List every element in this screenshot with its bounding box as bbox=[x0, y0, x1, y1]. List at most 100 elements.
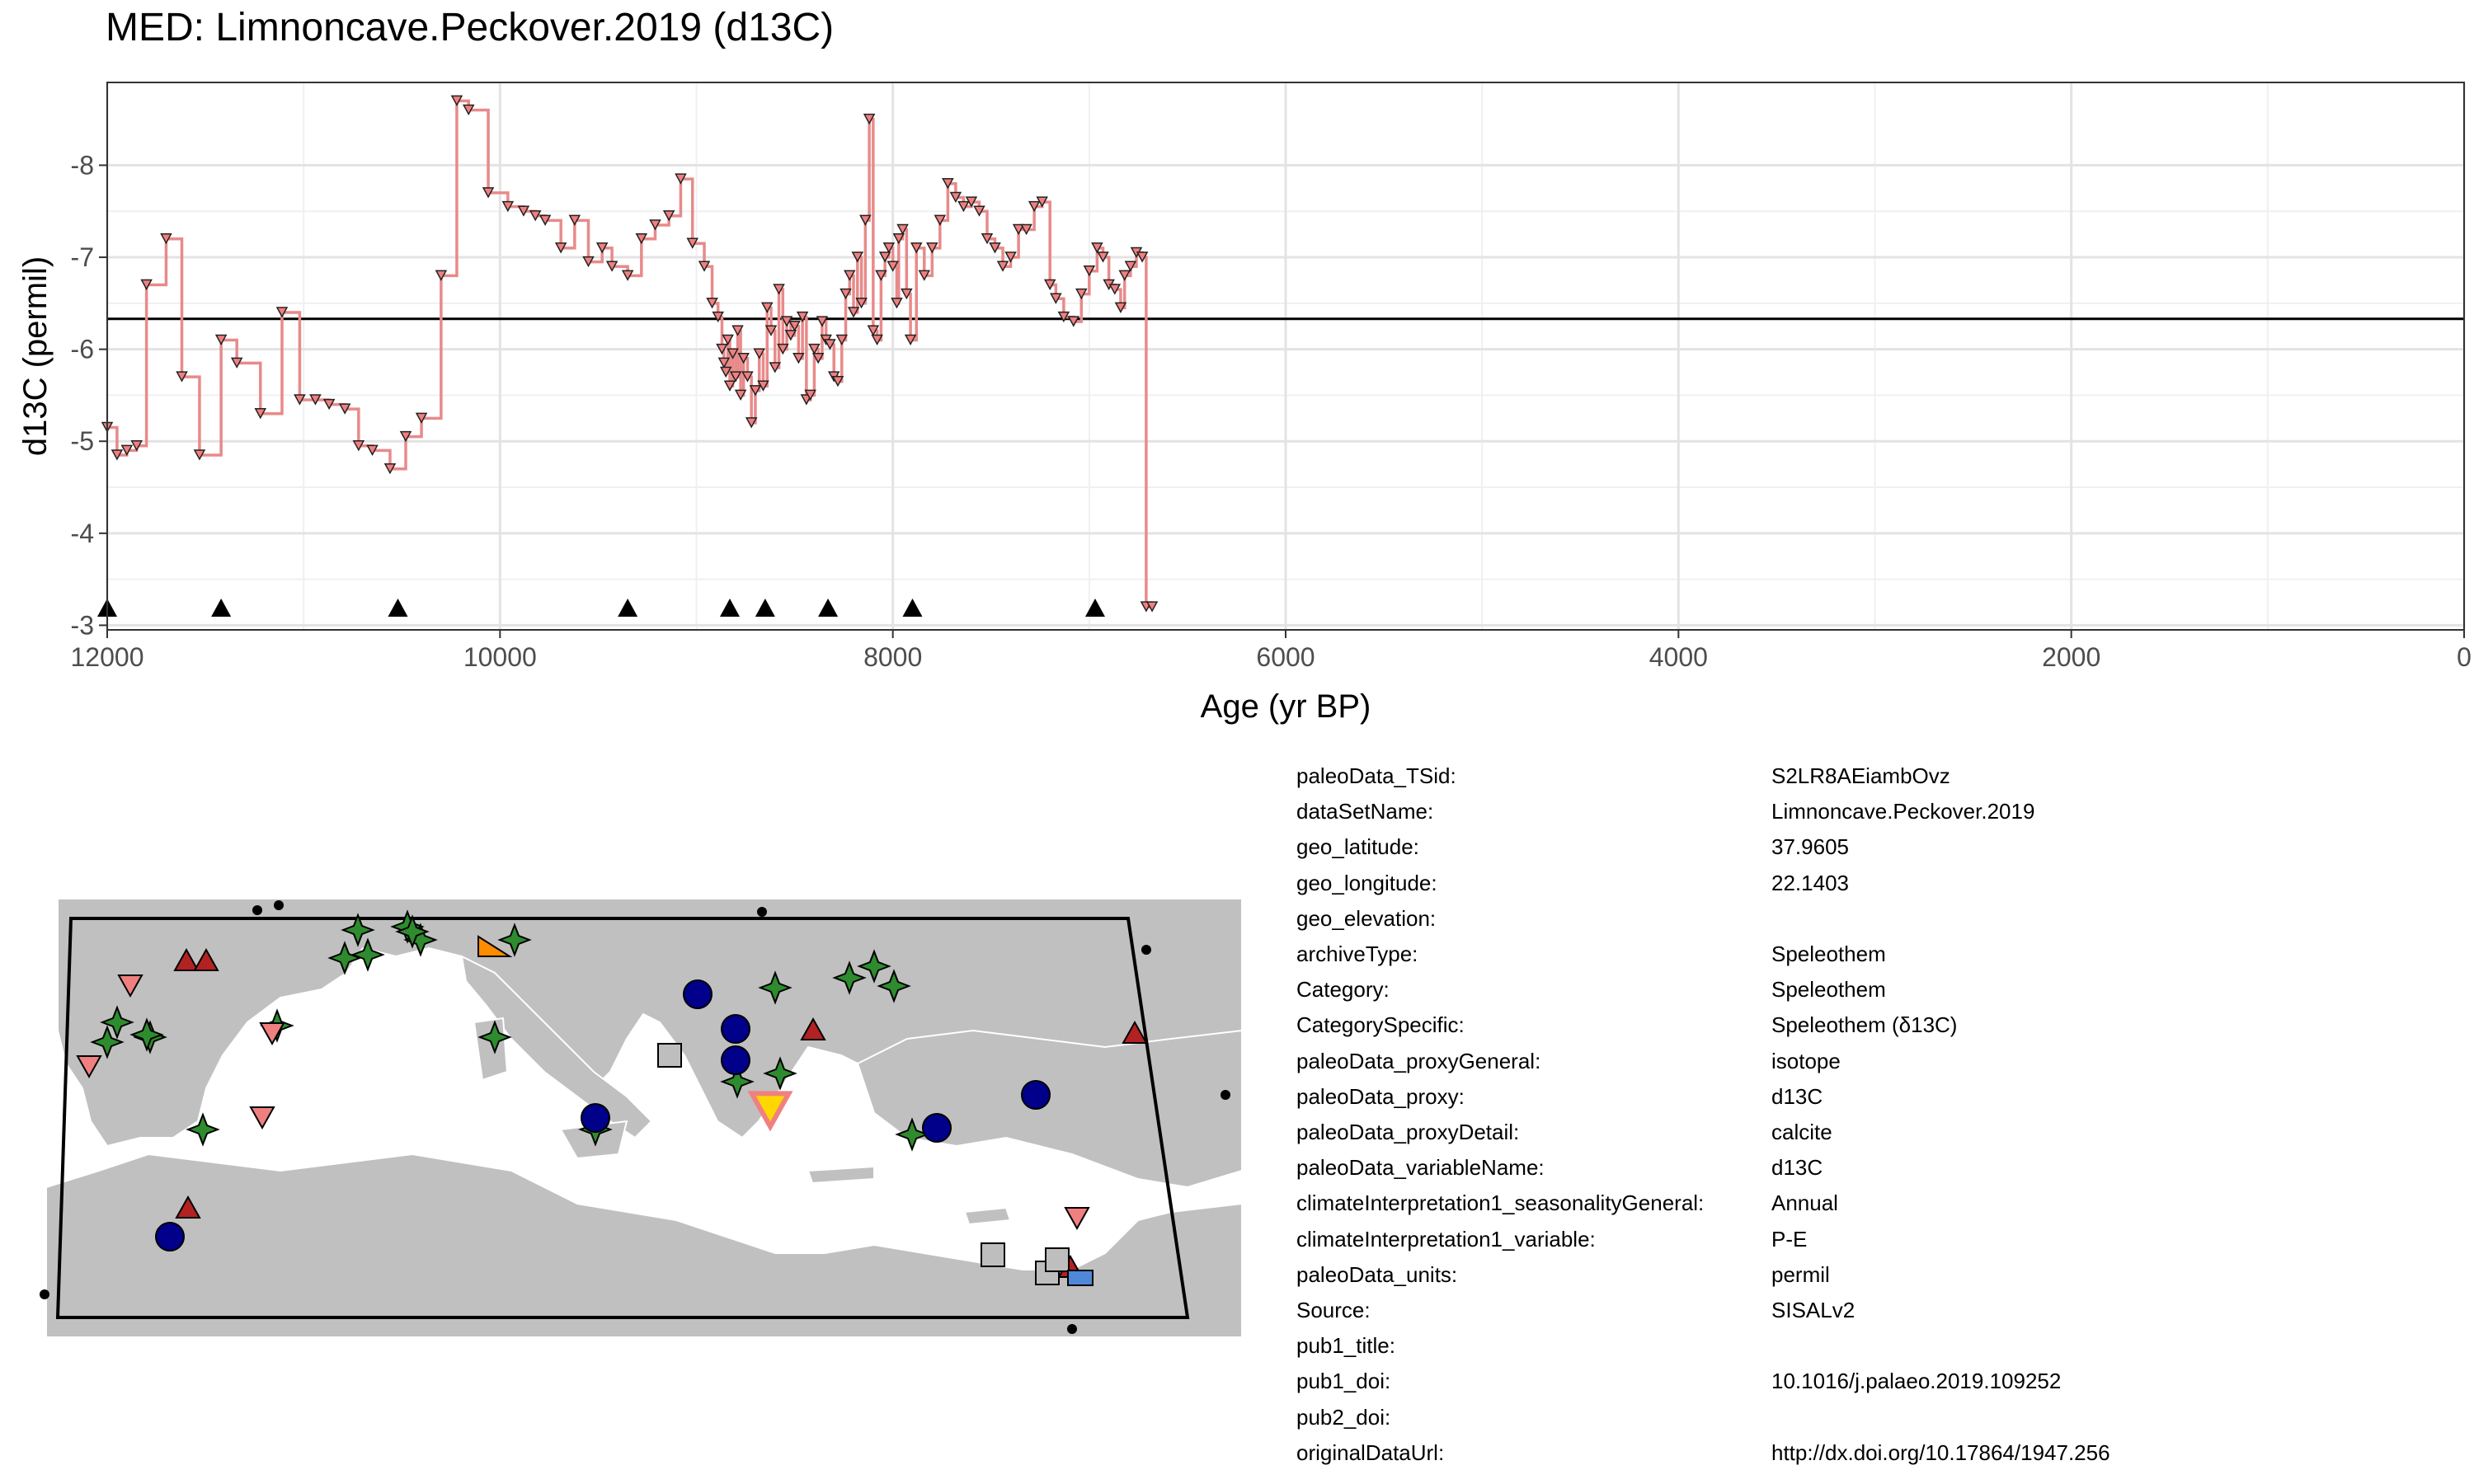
data-point bbox=[230, 357, 243, 369]
data-point bbox=[831, 375, 844, 387]
data-point bbox=[450, 95, 463, 106]
data-point bbox=[918, 270, 931, 281]
metadata-value: isotope bbox=[1771, 1048, 1841, 1073]
site-star-marker bbox=[497, 923, 532, 957]
data-point bbox=[796, 311, 809, 323]
y-tick-label: -4 bbox=[71, 519, 94, 548]
site-star-marker bbox=[350, 937, 385, 972]
data-point bbox=[675, 173, 687, 185]
site-star-marker bbox=[578, 1112, 613, 1147]
data-point bbox=[399, 430, 412, 443]
x-tick-label: 10000 bbox=[463, 642, 537, 672]
site-star-marker bbox=[186, 1112, 220, 1147]
d13c-time-series-chart: 12000 10000 8000 6000 4000 2000 0 -8 -7 -6 -5 -4 -3… bbox=[17, 82, 2472, 725]
metadata-key: paleoData_proxy: bbox=[1296, 1083, 1465, 1109]
map-dot bbox=[1067, 1324, 1077, 1334]
data-point bbox=[910, 242, 923, 254]
metadata-key: geo_longitude: bbox=[1296, 870, 1437, 895]
map-dot bbox=[274, 900, 284, 910]
metadata-value: Speleothem (δ13C) bbox=[1771, 1012, 1958, 1038]
data-point bbox=[816, 316, 829, 327]
data-point bbox=[904, 334, 917, 346]
site-circle-marker bbox=[922, 1113, 952, 1143]
data-point bbox=[745, 417, 758, 429]
site-star-marker bbox=[758, 970, 793, 1005]
data-point bbox=[784, 330, 797, 341]
data-point bbox=[415, 412, 428, 424]
data-point bbox=[176, 371, 188, 383]
data-point bbox=[621, 270, 634, 281]
data-point bbox=[973, 205, 985, 217]
metadata-key: pub1_title: bbox=[1296, 1333, 1395, 1359]
data-point bbox=[901, 288, 913, 300]
site-circle-marker bbox=[721, 1014, 750, 1044]
site-triangle-down-marker bbox=[249, 1106, 275, 1130]
metadata-key: pub1_doi: bbox=[1296, 1369, 1391, 1394]
y-tick-label: -5 bbox=[71, 426, 94, 456]
data-point bbox=[996, 261, 1009, 272]
data-point bbox=[871, 334, 883, 346]
site-circle-marker bbox=[155, 1222, 185, 1252]
metadata-key: paleoData_proxyDetail: bbox=[1296, 1120, 1520, 1144]
data-point bbox=[1043, 279, 1056, 291]
map-dot bbox=[1221, 1090, 1230, 1100]
map-background bbox=[46, 897, 1242, 1337]
data-point bbox=[595, 242, 609, 254]
metadata-value: Speleothem bbox=[1771, 977, 1886, 1003]
y-axis-ticks: -8 -7 -6 -5 -4 -3 bbox=[71, 150, 107, 640]
data-point bbox=[366, 444, 379, 456]
data-point bbox=[1124, 261, 1137, 272]
site-circle-marker bbox=[581, 1103, 610, 1133]
data-point bbox=[1091, 242, 1103, 254]
data-point bbox=[698, 261, 711, 272]
data-point bbox=[727, 348, 739, 359]
x-tick-label: 8000 bbox=[863, 642, 922, 672]
data-point bbox=[824, 339, 836, 350]
site-triangle-down-marker bbox=[259, 1022, 285, 1046]
y-tick-label: -3 bbox=[71, 610, 94, 640]
site-star-marker bbox=[100, 1005, 134, 1040]
data-point bbox=[309, 394, 322, 406]
data-point bbox=[529, 210, 542, 222]
age-control-point bbox=[1084, 599, 1105, 617]
data-point bbox=[1118, 270, 1131, 281]
x-tick-label: 4000 bbox=[1649, 642, 1708, 672]
data-point bbox=[737, 353, 750, 364]
metadata-value: d13C bbox=[1771, 1083, 1823, 1109]
data-point bbox=[716, 343, 728, 355]
site-star-marker bbox=[395, 914, 430, 949]
data-point bbox=[1075, 288, 1088, 300]
site-triangle-up-marker bbox=[1057, 1254, 1084, 1278]
map-dot bbox=[252, 905, 262, 915]
metadata-key: dataSetName: bbox=[1296, 799, 1434, 824]
site-star-marker bbox=[129, 1017, 164, 1052]
data-point bbox=[568, 214, 581, 226]
site-star-marker bbox=[341, 913, 375, 947]
data-point bbox=[120, 444, 134, 456]
land-europe bbox=[57, 898, 1243, 1148]
site-triangle-marker bbox=[477, 935, 513, 957]
data-point bbox=[882, 242, 896, 254]
data-point bbox=[517, 205, 530, 217]
series-markers bbox=[101, 95, 1159, 613]
metadata-key: paleoData_units: bbox=[1296, 1261, 1458, 1287]
data-point bbox=[140, 279, 153, 291]
data-point bbox=[649, 219, 661, 231]
y-tick-label: -8 bbox=[71, 150, 94, 180]
data-point bbox=[769, 362, 782, 373]
site-triangle-up-marker bbox=[800, 1017, 826, 1040]
age-control-point bbox=[211, 599, 232, 617]
data-point bbox=[896, 223, 909, 236]
site-star-marker bbox=[390, 909, 425, 944]
data-point bbox=[1083, 265, 1096, 277]
map-site-markers bbox=[40, 900, 1230, 1334]
data-point bbox=[989, 242, 1001, 254]
metadata-key: paleoData_proxyGeneral: bbox=[1296, 1048, 1541, 1073]
site-star-marker bbox=[895, 1117, 929, 1152]
metadata-value: 37.9605 bbox=[1771, 834, 1849, 860]
data-point bbox=[753, 348, 765, 359]
site-triangle-down-marker bbox=[76, 1055, 102, 1079]
data-point bbox=[635, 232, 648, 245]
data-point bbox=[722, 334, 734, 346]
data-point bbox=[773, 284, 785, 295]
